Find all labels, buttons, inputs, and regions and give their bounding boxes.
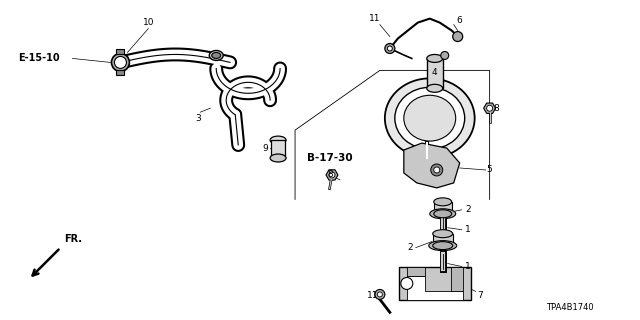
Polygon shape [407,276,463,300]
Ellipse shape [212,52,221,59]
Text: 10: 10 [143,18,154,27]
Text: 8: 8 [493,104,499,113]
Ellipse shape [427,54,443,62]
Text: 6: 6 [457,16,463,25]
Bar [434,202,452,214]
Polygon shape [484,103,495,113]
Text: 2: 2 [407,243,413,252]
Text: E-15-10: E-15-10 [18,53,60,63]
Circle shape [434,167,440,173]
Text: B-17-30: B-17-30 [307,153,353,163]
Ellipse shape [429,241,457,251]
Circle shape [378,292,382,297]
Text: 2: 2 [465,205,470,214]
Polygon shape [399,267,470,300]
Ellipse shape [395,87,465,149]
Ellipse shape [270,154,286,162]
Circle shape [329,172,335,178]
Ellipse shape [434,198,452,206]
Ellipse shape [385,78,475,158]
Ellipse shape [434,210,452,218]
Text: 5: 5 [487,165,493,174]
Polygon shape [407,267,425,276]
Circle shape [375,289,385,300]
Ellipse shape [209,51,223,60]
Ellipse shape [430,209,456,219]
Circle shape [385,44,395,53]
Ellipse shape [270,136,286,144]
Bar [116,70,124,76]
Text: 11: 11 [367,291,379,300]
Text: 3: 3 [195,114,201,123]
Bar [116,50,124,54]
Circle shape [387,46,392,51]
Text: 9: 9 [262,144,268,153]
Text: 1: 1 [465,225,470,234]
Text: 1: 1 [465,262,470,271]
Ellipse shape [433,242,452,250]
Circle shape [431,164,443,176]
Polygon shape [326,170,338,180]
Bar [433,234,452,246]
Polygon shape [404,143,460,188]
Bar [427,59,443,88]
Text: TPA4B1740: TPA4B1740 [546,303,593,312]
Text: 11: 11 [369,14,381,23]
Text: FR.: FR. [65,234,83,244]
Circle shape [452,32,463,42]
Ellipse shape [427,84,443,92]
Ellipse shape [433,230,452,238]
Ellipse shape [404,95,456,141]
Text: 8: 8 [327,171,333,180]
Text: 7: 7 [477,291,483,300]
Bar [271,140,285,158]
Polygon shape [451,267,463,292]
Circle shape [441,52,449,60]
Ellipse shape [115,56,127,68]
Text: 4: 4 [432,68,438,77]
Circle shape [401,277,413,289]
Circle shape [486,105,493,111]
Ellipse shape [111,53,129,71]
